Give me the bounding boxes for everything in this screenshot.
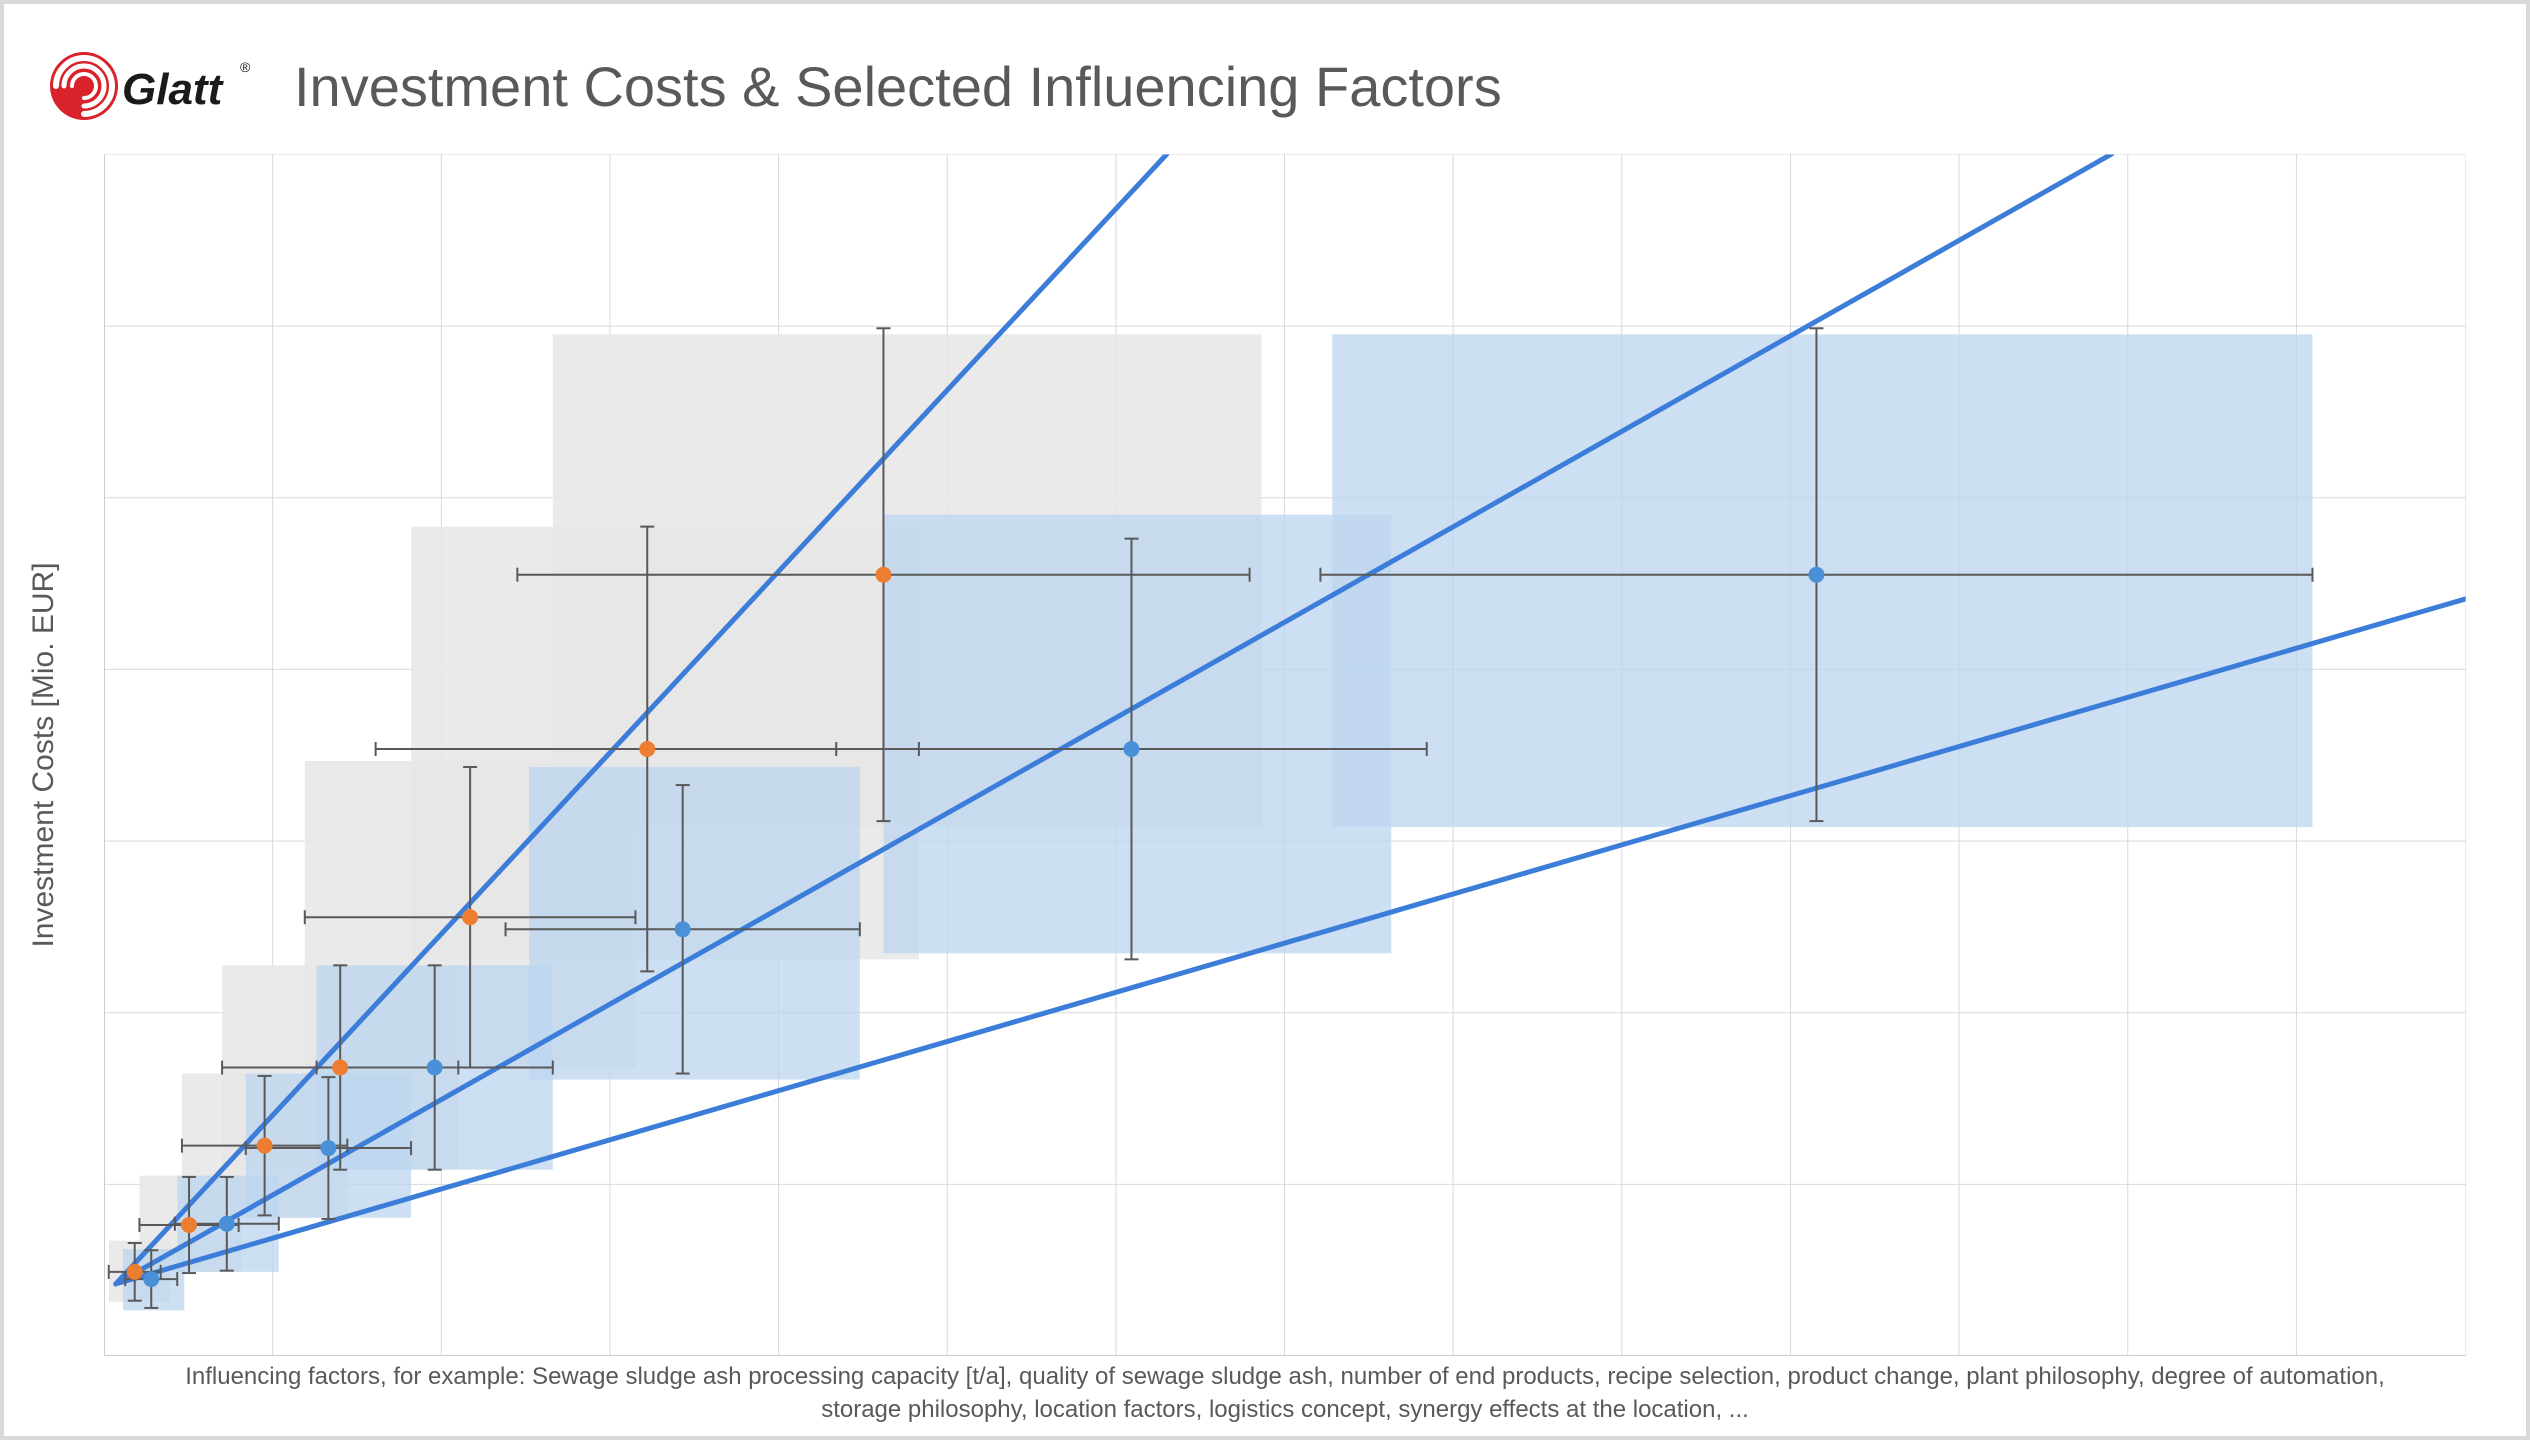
chart-title: Investment Costs & Selected Influencing … [294,54,1502,119]
x-axis-label: Influencing factors, for example: Sewage… [104,1361,2466,1426]
logo-swirl-icon [50,52,118,126]
header: Glatt ® Investment Costs & Selected Infl… [44,34,2486,138]
y-axis-label: Investment Costs [Mio. EUR] [27,562,61,947]
slide-card: Glatt ® Investment Costs & Selected Infl… [0,0,2530,1440]
logo-registered: ® [240,59,251,75]
logo-text: Glatt [122,65,225,114]
glatt-logo: Glatt ® [44,46,254,126]
chart-area: Investment Costs [Mio. EUR] Influencing … [104,154,2466,1356]
chart-svg [104,154,2466,1356]
